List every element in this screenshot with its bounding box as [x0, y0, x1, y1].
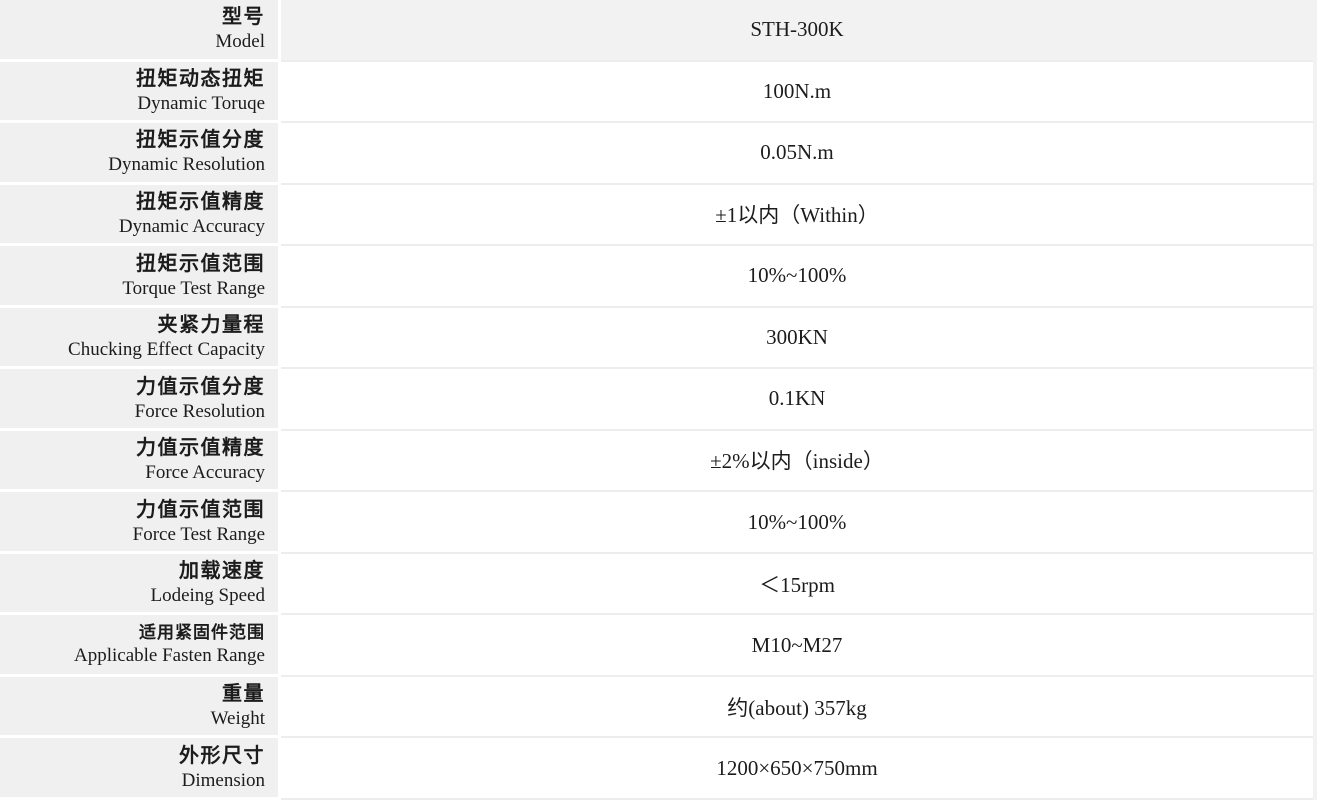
table-row: 力值示值范围 Force Test Range 10%~100%: [0, 492, 1317, 554]
spec-value: ±2%以内（inside）: [710, 449, 884, 474]
spec-label-zh: 力值示值精度: [136, 437, 265, 460]
spec-value: 300KN: [766, 324, 828, 349]
spec-label-cell: 外形尺寸 Dimension: [0, 738, 281, 800]
spec-label-cell: 夹紧力量程 Chucking Effect Capacity: [0, 307, 281, 370]
spec-value-cell: ±2%以内（inside）: [281, 430, 1313, 493]
spec-value: M10~M27: [751, 632, 843, 657]
table-row: 外形尺寸 Dimension 1200×650×750mm: [0, 738, 1317, 800]
spec-value: 0.1KN: [768, 386, 826, 411]
spec-value: ±1以内（Within）: [715, 203, 879, 228]
spec-label-en: Dimension: [181, 769, 265, 791]
spec-label-zh: 重量: [222, 683, 265, 706]
spec-value: ＜15rpm: [759, 572, 835, 597]
spec-value-cell: 10%~100%: [281, 492, 1313, 554]
spec-label-cell: 扭矩动态扭矩 Dynamic Toruqe: [0, 61, 281, 124]
spec-label-en: Dynamic Resolution: [108, 154, 265, 176]
spec-value: STH-300K: [750, 17, 844, 42]
spec-label-zh: 加载速度: [179, 560, 265, 583]
table-row: 适用紧固件范围 Applicable Fasten Range M10~M27: [0, 615, 1317, 677]
spec-label-zh: 夹紧力量程: [157, 314, 265, 337]
spec-label-zh: 外形尺寸: [179, 744, 265, 767]
spec-label-cell: 力值示值分度 Force Resolution: [0, 369, 281, 431]
spec-label-zh: 扭矩示值精度: [136, 190, 265, 213]
spec-value: 0.05N.m: [760, 140, 834, 165]
spec-label-cell: 扭矩示值范围 Torque Test Range: [0, 246, 281, 308]
spec-label-cell: 型号 Model: [0, 0, 281, 62]
spec-label-en: Model: [215, 31, 265, 53]
table-row: 型号 Model STH-300K: [0, 0, 1317, 62]
spec-label-zh: 适用紧固件范围: [139, 622, 265, 642]
spec-label-en: Force Accuracy: [145, 462, 265, 484]
spec-value-cell: 0.05N.m: [281, 123, 1313, 185]
table-row: 加载速度 Lodeing Speed ＜15rpm: [0, 553, 1317, 616]
spec-value-cell: 约(about) 357kg: [281, 676, 1313, 739]
spec-value-cell: 1200×650×750mm: [281, 738, 1313, 800]
spec-value-cell: M10~M27: [281, 615, 1313, 677]
spec-value-cell: 100N.m: [281, 61, 1313, 124]
spec-label-cell: 扭矩示值分度 Dynamic Resolution: [0, 123, 281, 185]
spec-value-cell: STH-300K: [281, 0, 1313, 62]
table-row: 扭矩示值范围 Torque Test Range 10%~100%: [0, 246, 1317, 308]
table-row: 重量 Weight 约(about) 357kg: [0, 676, 1317, 739]
spec-value: 100N.m: [762, 78, 832, 103]
spec-label-en: Dynamic Toruqe: [137, 92, 265, 114]
table-row: 扭矩示值分度 Dynamic Resolution 0.05N.m: [0, 123, 1317, 185]
spec-label-en: Weight: [210, 708, 265, 730]
spec-value: 10%~100%: [747, 509, 847, 534]
spec-value: 10%~100%: [747, 263, 847, 288]
spec-label-en: Force Test Range: [132, 523, 265, 545]
spec-label-cell: 力值示值范围 Force Test Range: [0, 492, 281, 554]
spec-label-en: Dynamic Accuracy: [118, 215, 265, 237]
spec-label-zh: 力值示值分度: [136, 375, 265, 398]
spec-label-zh: 扭矩动态扭矩: [136, 67, 265, 90]
spec-value-cell: 300KN: [281, 307, 1313, 370]
spec-label-en: Applicable Fasten Range: [73, 644, 265, 666]
spec-value-cell: ＜15rpm: [281, 553, 1313, 616]
spec-value: 约(about) 357kg: [727, 695, 867, 720]
table-row: 扭矩动态扭矩 Dynamic Toruqe 100N.m: [0, 61, 1317, 124]
spec-value: 1200×650×750mm: [716, 755, 878, 780]
spec-value-cell: 0.1KN: [281, 369, 1313, 431]
spec-label-cell: 适用紧固件范围 Applicable Fasten Range: [0, 615, 281, 677]
spec-label-zh: 力值示值范围: [136, 498, 265, 521]
spec-value-cell: ±1以内（Within）: [281, 184, 1313, 247]
spec-label-en: Chucking Effect Capacity: [68, 339, 265, 361]
spec-value-cell: 10%~100%: [281, 246, 1313, 308]
spec-label-en: Force Resolution: [134, 400, 265, 422]
table-row: 力值示值分度 Force Resolution 0.1KN: [0, 369, 1317, 431]
spec-label-cell: 扭矩示值精度 Dynamic Accuracy: [0, 184, 281, 247]
table-row: 夹紧力量程 Chucking Effect Capacity 300KN: [0, 307, 1317, 370]
spec-label-zh: 扭矩示值分度: [136, 129, 265, 152]
spec-label-zh: 扭矩示值范围: [136, 252, 265, 275]
spec-label-zh: 型号: [222, 6, 265, 29]
spec-label-cell: 力值示值精度 Force Accuracy: [0, 430, 281, 493]
table-row: 力值示值精度 Force Accuracy ±2%以内（inside）: [0, 430, 1317, 493]
spec-label-en: Lodeing Speed: [150, 585, 265, 607]
spec-label-cell: 加载速度 Lodeing Speed: [0, 553, 281, 616]
spec-label-cell: 重量 Weight: [0, 676, 281, 739]
spec-label-en: Torque Test Range: [122, 277, 265, 299]
table-row: 扭矩示值精度 Dynamic Accuracy ±1以内（Within）: [0, 184, 1317, 247]
